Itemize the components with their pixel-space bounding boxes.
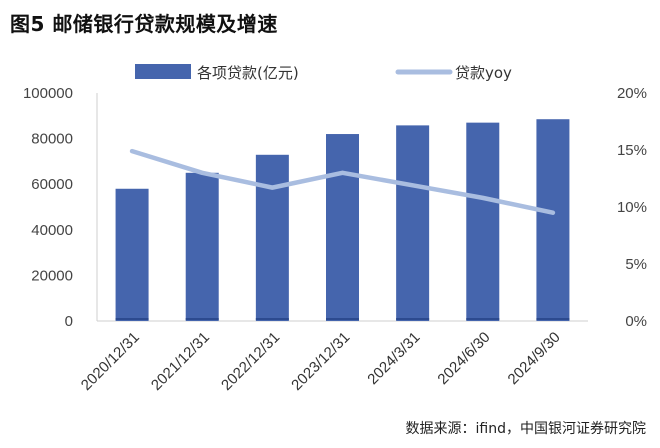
left-tick-label: 20000: [31, 267, 73, 284]
bar-base: [326, 318, 359, 320]
yoy-line: [129, 148, 556, 215]
bar-base: [536, 318, 570, 320]
right-axis-ticks: 0% 5% 10% 15% 20%: [617, 85, 647, 330]
bar: [255, 154, 289, 321]
x-tick-label: 2021/12/31: [148, 329, 213, 394]
left-tick-label: 0: [65, 313, 73, 330]
left-tick-label: 100000: [23, 85, 73, 102]
figure-title: 图5 邮储银行贷款规模及增速: [10, 12, 278, 36]
x-tick-label: 2023/12/31: [288, 329, 353, 394]
bar-base: [255, 318, 289, 320]
right-tick-label: 10%: [617, 199, 647, 216]
bars: [115, 119, 570, 321]
bar: [536, 119, 570, 321]
left-tick-label: 60000: [31, 176, 73, 193]
x-axis-ticks: 2020/12/31 2021/12/31 2022/12/31 2023/12/31…: [78, 329, 564, 394]
x-tick-label: 2024/3/31: [364, 329, 423, 388]
left-tick-label: 40000: [31, 222, 73, 239]
left-axis-ticks: 0 20000 40000 60000 80000 100000: [23, 85, 73, 330]
legend: 各项贷款(亿元) 贷款yoy: [135, 64, 512, 82]
bar: [466, 122, 500, 321]
bar-base: [185, 318, 219, 320]
right-tick-label: 0%: [625, 313, 647, 330]
x-tick-label: 2024/9/30: [505, 329, 564, 388]
bar: [185, 172, 219, 321]
x-tick-label: 2020/12/31: [78, 329, 143, 394]
legend-bar-swatch: [135, 64, 191, 79]
x-tick-label: 2024/6/30: [434, 329, 493, 388]
bar: [396, 125, 430, 321]
bar: [115, 188, 149, 321]
bar-base: [466, 318, 500, 320]
source-note: 数据来源：ifind，中国银河证券研究院: [405, 421, 646, 437]
x-tick-label: 2022/12/31: [218, 329, 283, 394]
yoy-line-series: [129, 148, 556, 215]
bar-base: [396, 318, 430, 320]
right-tick-label: 20%: [617, 85, 647, 102]
legend-bar-label: 各项贷款(亿元): [197, 64, 299, 82]
bar: [326, 134, 359, 321]
right-tick-label: 5%: [625, 256, 647, 273]
legend-line-label: 贷款yoy: [455, 64, 512, 82]
bar-base: [115, 318, 149, 320]
right-tick-label: 15%: [617, 142, 647, 159]
left-tick-label: 80000: [31, 131, 73, 148]
